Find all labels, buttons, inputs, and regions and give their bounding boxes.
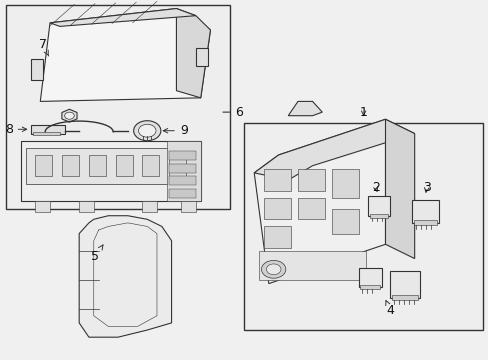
Bar bbox=[264, 226, 290, 248]
Bar bbox=[21, 141, 201, 202]
Text: 6: 6 bbox=[234, 105, 242, 119]
Bar bbox=[391, 296, 417, 300]
Bar bbox=[142, 155, 159, 176]
Bar bbox=[169, 152, 196, 160]
Polygon shape bbox=[62, 109, 77, 122]
Bar bbox=[169, 189, 196, 198]
Bar bbox=[368, 196, 389, 216]
Bar bbox=[35, 202, 50, 212]
Bar bbox=[89, 155, 106, 176]
Bar bbox=[33, 132, 60, 135]
Bar bbox=[297, 169, 324, 191]
Bar bbox=[413, 220, 436, 225]
Bar bbox=[297, 198, 324, 219]
Text: 5: 5 bbox=[91, 245, 103, 263]
Bar bbox=[259, 251, 366, 280]
Bar bbox=[142, 202, 157, 212]
Polygon shape bbox=[254, 119, 385, 284]
Polygon shape bbox=[254, 119, 414, 180]
Polygon shape bbox=[287, 102, 322, 116]
Circle shape bbox=[266, 264, 281, 275]
Bar bbox=[30, 125, 64, 134]
Bar bbox=[62, 155, 79, 176]
Circle shape bbox=[64, 112, 74, 119]
Bar bbox=[389, 271, 419, 298]
Bar bbox=[79, 202, 94, 212]
Bar bbox=[264, 198, 290, 219]
Text: 3: 3 bbox=[422, 181, 430, 194]
Polygon shape bbox=[40, 9, 210, 102]
Bar bbox=[244, 123, 482, 330]
Polygon shape bbox=[50, 9, 196, 26]
Text: 4: 4 bbox=[385, 301, 393, 317]
Bar bbox=[181, 202, 196, 212]
Bar bbox=[6, 5, 229, 208]
Bar bbox=[331, 208, 358, 234]
Bar bbox=[264, 169, 290, 191]
Text: 8: 8 bbox=[5, 123, 27, 136]
Bar bbox=[369, 214, 387, 217]
Bar bbox=[166, 141, 201, 202]
Bar bbox=[35, 155, 52, 176]
Text: 7: 7 bbox=[39, 38, 49, 56]
Bar bbox=[360, 285, 379, 289]
Bar bbox=[196, 48, 207, 66]
Bar bbox=[116, 155, 132, 176]
Bar bbox=[331, 169, 358, 198]
Bar bbox=[169, 164, 196, 173]
Text: 1: 1 bbox=[359, 105, 367, 119]
Polygon shape bbox=[385, 119, 414, 258]
Text: 9: 9 bbox=[163, 124, 187, 137]
Circle shape bbox=[133, 121, 161, 141]
Polygon shape bbox=[79, 216, 171, 337]
Bar bbox=[26, 148, 196, 184]
Circle shape bbox=[261, 260, 285, 278]
Bar bbox=[30, 59, 42, 80]
Circle shape bbox=[138, 124, 156, 137]
Polygon shape bbox=[176, 9, 210, 98]
Bar bbox=[169, 155, 186, 176]
Bar bbox=[169, 176, 196, 185]
Bar bbox=[411, 200, 438, 223]
Text: 2: 2 bbox=[371, 181, 379, 194]
Bar bbox=[358, 267, 381, 287]
